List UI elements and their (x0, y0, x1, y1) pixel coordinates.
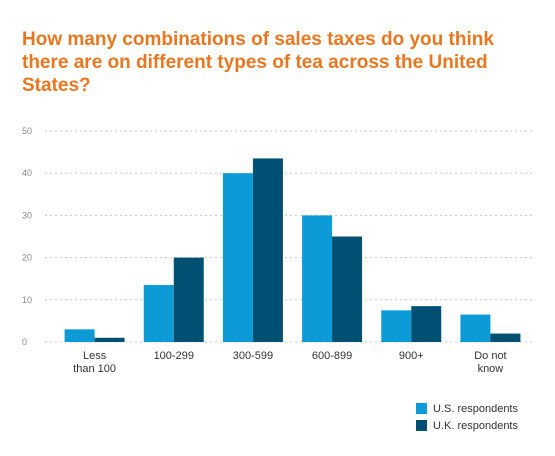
category-label: Less than 100 (73, 350, 116, 375)
y-axis-ticks: 0 10 20 30 40 50 (22, 126, 32, 347)
bar-us-2 (222, 173, 253, 342)
grid-lines (45, 130, 535, 343)
category-labels: Less than 100 100-299 300-599 600-899 900+ Do … (73, 350, 506, 375)
y-tick-label: 30 (22, 210, 32, 220)
y-tick-label: 50 (22, 126, 32, 136)
y-tick-label: 20 (22, 253, 32, 263)
category-label: 900+ (399, 350, 424, 362)
category-label: 300-599 (233, 350, 273, 362)
bar-uk-1 (173, 257, 204, 342)
bar-uk-2 (252, 158, 283, 342)
category-label: Do not know (474, 350, 506, 375)
bar-uk-0 (94, 337, 125, 342)
y-tick-label: 40 (22, 168, 32, 178)
legend-label-uk: U.K. respondents (433, 419, 518, 432)
legend-swatch-us (416, 403, 427, 414)
legend: U.S. respondents U.K. respondents (416, 400, 518, 434)
y-tick-label: 0 (22, 337, 27, 347)
bar-uk-5 (490, 333, 521, 342)
bar-uk-3 (332, 236, 363, 342)
category-label: 100-299 (154, 350, 194, 362)
bar-us-0 (64, 329, 95, 342)
chart-title: How many combinations of sales taxes do … (22, 29, 494, 96)
bar-us-5 (460, 314, 491, 342)
bars (64, 158, 521, 342)
legend-item-uk: U.K. respondents (416, 417, 518, 434)
y-tick-label: 10 (22, 295, 32, 305)
legend-label-us: U.S. respondents (433, 402, 518, 415)
bar-us-4 (381, 310, 412, 342)
bar-uk-4 (411, 306, 442, 342)
legend-item-us: U.S. respondents (416, 400, 518, 417)
bar-us-3 (302, 215, 333, 342)
bar-us-1 (143, 285, 174, 342)
legend-swatch-uk (416, 420, 427, 431)
category-label: 600-899 (312, 350, 352, 362)
